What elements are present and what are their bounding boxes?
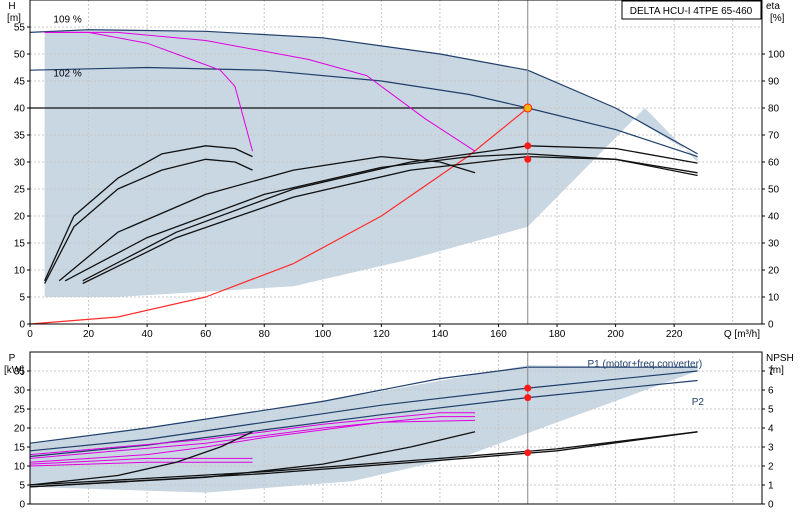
y2-tick-label: 5 xyxy=(768,405,774,416)
y-tick-label: 0 xyxy=(19,320,25,331)
power-chart: 0 5 10 15 20 25 30 35 0 1 2 3 4 5 6 7 P[kW] NPSH[m] P1 (mo… xyxy=(4,351,794,511)
y-tick-label: 40 xyxy=(14,104,26,115)
curve-label: P1 (motor+freq.converter) xyxy=(587,359,702,370)
x-tick-label: 140 xyxy=(432,329,449,340)
series-npsh-steep xyxy=(29,431,253,486)
x-axis-label: Q [m³/h] xyxy=(724,329,760,340)
operating-point xyxy=(523,103,533,113)
series-magenta-5 xyxy=(29,461,253,467)
y2-tick-label: 40 xyxy=(768,212,780,223)
series-magenta-2 xyxy=(29,416,476,459)
y2-axis-label: NPSH xyxy=(766,353,794,364)
x-tick-label: 80 xyxy=(259,329,271,340)
x-tick-label: 60 xyxy=(200,329,212,340)
y-axis-label: H xyxy=(8,1,15,12)
y-tick-label: 50 xyxy=(14,50,26,61)
series-magenta-3 xyxy=(29,419,476,463)
x-tick-label: 220 xyxy=(666,329,683,340)
title-box xyxy=(621,0,762,20)
y-tick-label: 15 xyxy=(14,239,26,250)
head-chart: 0 5 10 15 20 25 30 35 40 45 50 55 0 10 20 30 40 50 60 70 80 9… xyxy=(7,0,785,341)
y-tick-label: 30 xyxy=(14,158,26,169)
x-tick-label: 0 xyxy=(27,329,33,340)
series-p2 xyxy=(29,379,698,458)
y2-axis-label: eta xyxy=(766,1,780,12)
y2-tick-label: 3 xyxy=(768,443,774,454)
x-tick-label: 20 xyxy=(83,329,95,340)
y2-tick-label: 4 xyxy=(768,424,774,435)
y2-tick-label: 20 xyxy=(768,266,780,277)
x-tick-label: 100 xyxy=(314,329,331,340)
y2-tick-label: 50 xyxy=(768,185,780,196)
series-eta-2 xyxy=(44,158,253,284)
y2-tick-label: 2 xyxy=(768,462,774,473)
curve-label: P2 xyxy=(692,397,705,408)
operating-envelope xyxy=(44,29,698,297)
y2-tick-label: 100 xyxy=(768,50,785,61)
y-tick-label: 35 xyxy=(14,367,26,378)
y2-tick-label: 30 xyxy=(768,239,780,250)
y2-tick-label: 7 xyxy=(768,367,774,378)
series-eta-6 xyxy=(82,155,698,285)
y2-axis-unit: [%] xyxy=(770,13,785,24)
y2-tick-label: 6 xyxy=(768,386,774,397)
x-tick-label: 200 xyxy=(607,329,624,340)
operating-envelope xyxy=(30,365,698,493)
series-eta-5 xyxy=(82,145,698,282)
series-109- xyxy=(29,29,698,155)
y2-axis-unit: [m] xyxy=(770,365,784,376)
y2-tick-label: 0 xyxy=(768,320,774,331)
series-system-curve xyxy=(29,107,529,325)
y2-tick-label: 90 xyxy=(768,77,780,88)
y-tick-label: 15 xyxy=(14,443,26,454)
y2-tick-label: 80 xyxy=(768,104,780,115)
series-magenta-1 xyxy=(29,412,476,456)
speed-label: 102 % xyxy=(53,69,81,80)
y-tick-label: 55 xyxy=(14,23,26,34)
y-tick-label: 5 xyxy=(19,481,25,492)
operating-marker xyxy=(524,394,532,402)
y-tick-label: 25 xyxy=(14,185,26,196)
operating-marker xyxy=(524,449,532,457)
x-tick-label: 40 xyxy=(142,329,154,340)
y-tick-label: 45 xyxy=(14,77,26,88)
series-p1-top xyxy=(29,366,698,444)
x-tick-label: 180 xyxy=(549,329,566,340)
series-magenta-4 xyxy=(29,457,253,465)
x-tick-label: 120 xyxy=(373,329,390,340)
y-tick-label: 5 xyxy=(19,293,25,304)
series-p1 xyxy=(29,370,698,452)
series-p-102-fill xyxy=(44,31,476,152)
y2-tick-label: 70 xyxy=(768,131,780,142)
y-axis-unit: [kW] xyxy=(4,365,24,376)
series-eta-3 xyxy=(58,155,476,282)
series-eta-1 xyxy=(44,145,253,282)
y-axis-label: P xyxy=(9,353,16,364)
y-axis-unit: [m] xyxy=(7,13,21,24)
y-tick-label: 10 xyxy=(14,266,26,277)
chart-title: DELTA HCU-I 4TPE 65-460 xyxy=(630,6,753,17)
y-tick-label: 0 xyxy=(19,500,25,511)
operating-marker xyxy=(524,142,532,150)
x-tick-label: 160 xyxy=(490,329,507,340)
y-tick-label: 10 xyxy=(14,462,26,473)
series-102- xyxy=(29,66,698,158)
y2-tick-label: 60 xyxy=(768,158,780,169)
y-tick-label: 30 xyxy=(14,386,26,397)
y2-tick-label: 10 xyxy=(768,293,780,304)
y2-tick-label: 0 xyxy=(768,500,774,511)
y-tick-label: 35 xyxy=(14,131,26,142)
xlabel-bg xyxy=(718,328,762,341)
y-tick-label: 20 xyxy=(14,424,26,435)
operating-marker xyxy=(524,384,532,392)
series-npsh-1 xyxy=(29,431,698,488)
y-tick-label: 25 xyxy=(14,405,26,416)
y-tick-label: 20 xyxy=(14,212,26,223)
y2-tick-label: 1 xyxy=(768,481,774,492)
operating-marker xyxy=(524,155,532,163)
speed-label: 109 % xyxy=(53,15,81,26)
series-npsh-2 xyxy=(29,431,698,486)
